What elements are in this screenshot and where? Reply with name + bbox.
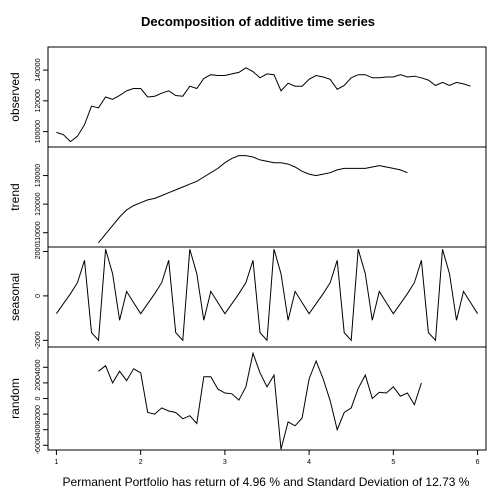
observed-series-line [56, 67, 471, 143]
panel-frame [47, 146, 487, 248]
random-y-tick-label: 0 [35, 396, 42, 400]
x-axis: 1 2 3 4 5 6 [54, 449, 480, 466]
random-series-line [98, 351, 422, 450]
panel-frame [47, 246, 487, 348]
panels-group: 100000 120000 140000 observed 110000 120000 13… [8, 46, 487, 454]
x-tick-label: 2 [139, 459, 143, 466]
observed-y-tick-label: 120000 [35, 89, 42, 112]
panel-frame [47, 346, 487, 451]
trend-y-tick-label: 120000 [35, 192, 42, 215]
random-y-tick-label: -2000 [35, 405, 42, 423]
seasonal-axis-label: seasonal [8, 273, 22, 321]
chart-title: Decomposition of additive time series [141, 14, 375, 29]
observed-y-tick-label: 100000 [35, 120, 42, 143]
seasonal-y-tick-label: 2000 [35, 244, 42, 260]
trend-y-tick-label: 130000 [35, 164, 42, 187]
observed-axis-label: observed [8, 72, 22, 121]
panel-observed: 100000 120000 140000 observed [8, 46, 487, 148]
panel-trend: 110000 120000 130000 trend [8, 146, 487, 248]
trend-y-tick-label: 110000 [35, 221, 42, 244]
random-y-tick-label: -4000 [35, 421, 42, 439]
seasonal-series-line [55, 249, 479, 342]
seasonal-y-tick-label: 0 [35, 294, 42, 298]
x-tick-label: 1 [54, 459, 58, 466]
x-tick-label: 6 [476, 459, 480, 466]
chart-caption: Permanent Portfolio has return of 4.96 %… [63, 475, 470, 489]
random-axis-label: random [8, 378, 22, 419]
trend-series-line [98, 155, 408, 244]
panel-seasonal: -2000 0 2000 seasonal [8, 244, 487, 349]
trend-axis-label: trend [8, 183, 22, 210]
random-y-tick-label: 4000 [35, 359, 42, 375]
observed-y-tick-label: 140000 [35, 58, 42, 81]
random-y-tick-label: -6000 [35, 436, 42, 454]
panel-frame [47, 46, 487, 148]
x-tick-label: 4 [307, 459, 311, 466]
x-tick-label: 3 [223, 459, 227, 466]
x-tick-label: 5 [391, 459, 395, 466]
random-y-tick-label: 2000 [35, 375, 42, 391]
seasonal-y-tick-label: -2000 [35, 331, 42, 349]
